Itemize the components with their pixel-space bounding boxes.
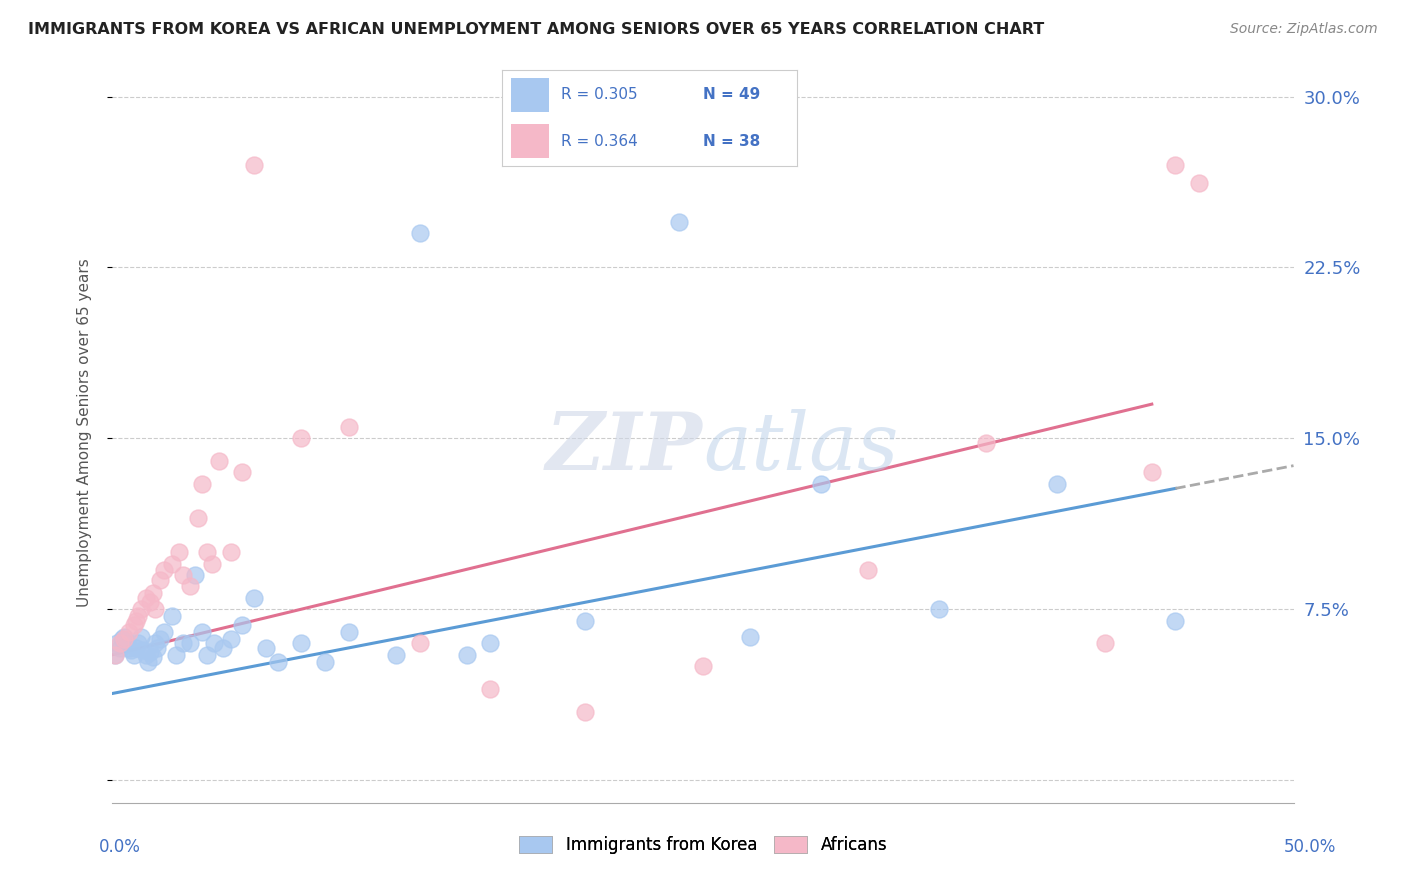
Text: 0.0%: 0.0% xyxy=(98,838,141,856)
Point xyxy=(122,618,145,632)
Point xyxy=(668,215,690,229)
Point xyxy=(976,435,998,450)
Point xyxy=(112,632,135,646)
Point xyxy=(129,630,152,644)
Point xyxy=(167,545,190,559)
Point xyxy=(574,705,596,719)
Point xyxy=(184,568,207,582)
Point xyxy=(105,636,128,650)
Point xyxy=(153,624,176,639)
Point xyxy=(290,431,312,445)
Text: Source: ZipAtlas.com: Source: ZipAtlas.com xyxy=(1230,22,1378,37)
Point xyxy=(139,595,162,609)
Point xyxy=(115,636,138,650)
Point xyxy=(1164,158,1187,172)
Point xyxy=(129,602,152,616)
Point xyxy=(267,655,290,669)
Point xyxy=(195,545,218,559)
Text: ZIP: ZIP xyxy=(546,409,703,486)
Point xyxy=(231,466,253,480)
Point xyxy=(408,227,430,241)
Point xyxy=(135,648,157,662)
Point xyxy=(142,586,165,600)
Point xyxy=(479,636,502,650)
Point xyxy=(254,640,277,655)
Point xyxy=(104,648,127,662)
Point xyxy=(125,614,148,628)
Point xyxy=(186,511,208,525)
Point xyxy=(165,648,187,662)
Point xyxy=(231,618,253,632)
Point xyxy=(146,640,169,655)
Point xyxy=(160,609,183,624)
Legend: Immigrants from Korea, Africans: Immigrants from Korea, Africans xyxy=(512,830,894,861)
Point xyxy=(149,632,172,646)
Point xyxy=(243,591,266,605)
Point xyxy=(143,636,166,650)
Point xyxy=(111,632,134,646)
Point xyxy=(139,645,162,659)
Text: atlas: atlas xyxy=(703,409,898,486)
Point xyxy=(120,643,142,657)
Point xyxy=(104,648,127,662)
Point xyxy=(408,636,430,650)
Point xyxy=(337,420,360,434)
Point xyxy=(243,158,266,172)
Text: 50.0%: 50.0% xyxy=(1284,838,1336,856)
Point xyxy=(810,476,832,491)
Point xyxy=(479,681,502,696)
Point xyxy=(172,568,194,582)
Point xyxy=(122,648,145,662)
Text: IMMIGRANTS FROM KOREA VS AFRICAN UNEMPLOYMENT AMONG SENIORS OVER 65 YEARS CORREL: IMMIGRANTS FROM KOREA VS AFRICAN UNEMPLO… xyxy=(28,22,1045,37)
Point xyxy=(127,609,149,624)
Point xyxy=(160,557,183,571)
Point xyxy=(125,640,148,655)
Point xyxy=(179,579,201,593)
Point xyxy=(1188,176,1211,190)
Point xyxy=(208,454,231,468)
Point xyxy=(201,557,224,571)
Point xyxy=(112,630,135,644)
Point xyxy=(118,640,141,655)
Point xyxy=(290,636,312,650)
Point xyxy=(928,602,950,616)
Point xyxy=(574,614,596,628)
Point xyxy=(179,636,201,650)
Point xyxy=(337,624,360,639)
Point xyxy=(191,624,214,639)
Point xyxy=(219,632,242,646)
Point xyxy=(127,636,149,650)
Point xyxy=(132,643,155,657)
Point xyxy=(1046,476,1069,491)
Point xyxy=(136,655,159,669)
Point xyxy=(143,602,166,616)
Point xyxy=(212,640,235,655)
Point xyxy=(1164,614,1187,628)
Point xyxy=(692,659,714,673)
Point xyxy=(456,648,478,662)
Point xyxy=(219,545,242,559)
Point xyxy=(1094,636,1116,650)
Point xyxy=(153,564,176,578)
Point xyxy=(385,648,408,662)
Point xyxy=(172,636,194,650)
Point xyxy=(1140,466,1163,480)
Point xyxy=(314,655,336,669)
Point xyxy=(108,636,131,650)
Point xyxy=(858,564,880,578)
Point xyxy=(118,624,141,639)
Point xyxy=(149,573,172,587)
Point xyxy=(740,630,762,644)
Point xyxy=(195,648,218,662)
Point xyxy=(191,476,214,491)
Point xyxy=(108,640,131,655)
Point xyxy=(202,636,225,650)
Point xyxy=(135,591,157,605)
Y-axis label: Unemployment Among Seniors over 65 years: Unemployment Among Seniors over 65 years xyxy=(77,259,91,607)
Point xyxy=(142,650,165,665)
